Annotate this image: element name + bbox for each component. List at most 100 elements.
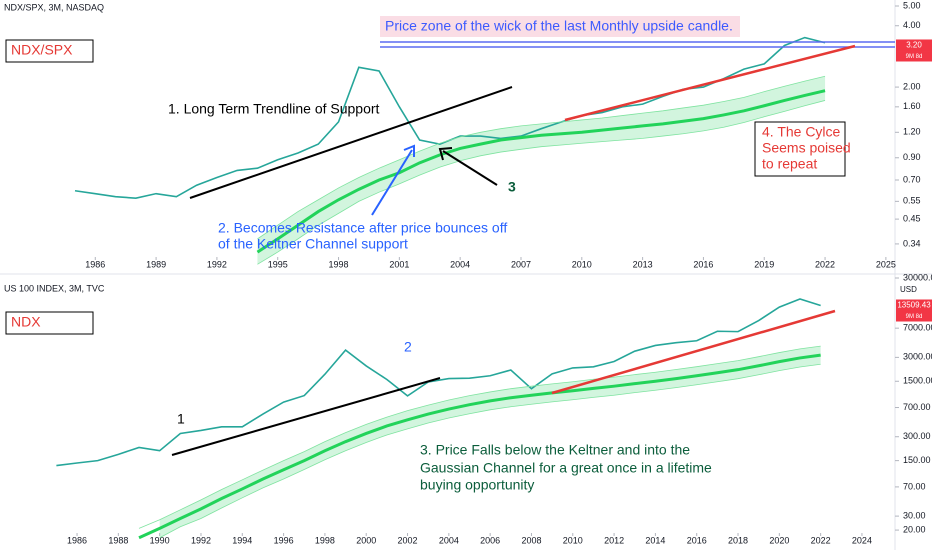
y-tick-label: 1.60	[903, 101, 921, 111]
x-tick-label: 2022	[815, 259, 835, 269]
y-tick-label: 700.00	[903, 402, 931, 412]
annotation: 3. Price Falls below the Keltner and int…	[420, 442, 690, 458]
x-tick-label: 2020	[769, 535, 789, 545]
countdown: 9M 8d	[906, 54, 923, 60]
arrow-head	[403, 144, 415, 157]
y-tick-label: 1500.00	[903, 376, 932, 386]
note-box	[754, 121, 846, 177]
x-tick-label: 2014	[645, 535, 665, 545]
annotation: 1. Long Term Trendline of Support	[168, 101, 380, 117]
y-tick-label: 70.00	[903, 481, 926, 491]
x-tick-label: 2008	[521, 535, 541, 545]
chart-title: US 100 INDEX, 3M, TVC	[4, 283, 105, 293]
trendline	[564, 44, 856, 122]
y-tick-label: 30.00	[903, 510, 926, 520]
x-tick-label: 2024	[852, 535, 872, 545]
trendline	[189, 86, 513, 199]
y-tick-label: 2.00	[903, 81, 921, 91]
y-tick-label: 20.00	[903, 524, 926, 534]
price-tag-label: 13509.43	[897, 301, 931, 310]
countdown: 9M 8d	[906, 314, 923, 320]
annotation: Gaussian Channel for a great once in a l…	[420, 460, 712, 476]
chart-label: NDX	[11, 314, 41, 330]
x-tick-label: 2007	[511, 259, 531, 269]
annotation: 2. Becomes Resistance after price bounce…	[218, 220, 507, 236]
arrow-head	[438, 147, 453, 161]
y-tick-label: 300.00	[903, 431, 931, 441]
note-bg	[380, 16, 740, 37]
x-tick-label: 1996	[274, 535, 294, 545]
x-tick-label: 2000	[356, 535, 376, 545]
x-tick-label: 2004	[450, 259, 470, 269]
y-tick-label: 0.45	[903, 213, 921, 223]
x-tick-label: 1992	[207, 259, 227, 269]
y-tick-label: 1.20	[903, 127, 921, 137]
series-line	[138, 353, 821, 540]
x-tick-label: 2012	[604, 535, 624, 545]
x-tick-label: 2010	[572, 259, 592, 269]
channel-fill	[257, 76, 826, 265]
price-tag-label: 3.20	[906, 41, 922, 50]
countdown-bg	[896, 51, 932, 62]
x-tick-label: 2002	[398, 535, 418, 545]
series-line	[138, 345, 821, 529]
x-tick-label: 1998	[315, 535, 335, 545]
price-tag	[896, 299, 932, 312]
x-tick-label: 2016	[693, 259, 713, 269]
y-tick-label: 7000.00	[903, 323, 932, 333]
series-line	[56, 298, 821, 467]
y-tick-label: 150.00	[903, 455, 931, 465]
annotation: 4. The Cylce	[762, 124, 841, 140]
annotation: of the Keltner Channel support	[218, 236, 408, 252]
x-tick-label: 2001	[389, 259, 409, 269]
x-tick-label: 1990	[150, 535, 170, 545]
price-tag	[896, 39, 932, 52]
annotation: buying opportunity	[420, 477, 534, 493]
annotations: NDX/SPX, 3M, NASDAQ NDX/SPX Price zone o…	[4, 2, 917, 492]
y-tick-label: 0.70	[903, 174, 921, 184]
annotation: 3	[508, 179, 516, 195]
x-tick-label: 1998	[329, 259, 349, 269]
x-tick-label: 2006	[480, 535, 500, 545]
arrow	[371, 149, 413, 216]
y-tick-label: 30000.00	[903, 272, 932, 282]
x-tick-label: 1989	[146, 259, 166, 269]
label-box	[5, 39, 94, 63]
x-tick-label: 2010	[563, 535, 583, 545]
series-line	[257, 75, 826, 240]
x-tick-label: 2019	[754, 259, 774, 269]
x-tick-label: 2022	[811, 535, 831, 545]
x-tick-label: 1986	[85, 259, 105, 269]
y-tick-label: 4.00	[903, 20, 921, 30]
x-tick-label: 1992	[191, 535, 211, 545]
x-tick-label: 1994	[232, 535, 252, 545]
x-tick-label: 2018	[728, 535, 748, 545]
y-tick-label: 0.34	[903, 238, 921, 248]
x-tick-label: 2004	[439, 535, 459, 545]
trendline	[551, 309, 836, 395]
currency: USD	[900, 285, 917, 294]
countdown-bg	[896, 311, 932, 322]
chart-label: NDX/SPX	[11, 42, 73, 58]
plots: 0.34 0.45 0.55 0.70 0.90 1.20 1.60 2.00 4.00 5.00…	[56, 0, 932, 545]
y-tick-label: 0.90	[903, 152, 921, 162]
series-line	[257, 100, 826, 265]
annotation: Price zone of the wick of the last Month…	[385, 18, 733, 34]
y-tick-label: 0.55	[903, 196, 921, 206]
annotation: to repeat	[762, 156, 817, 172]
x-tick-label: 1986	[67, 535, 87, 545]
arrow	[442, 150, 498, 186]
x-tick-label: 1995	[268, 259, 288, 269]
series-line	[159, 363, 821, 539]
annotation: 2	[404, 339, 412, 355]
annotation: Seems poised	[762, 140, 851, 156]
chart-title: NDX/SPX, 3M, NASDAQ	[4, 2, 104, 12]
x-tick-label: 2016	[687, 535, 707, 545]
y-tick-label: 3000.00	[903, 352, 932, 362]
trendline	[171, 377, 441, 456]
series-line	[256, 89, 826, 254]
annotation: 1	[177, 411, 185, 427]
